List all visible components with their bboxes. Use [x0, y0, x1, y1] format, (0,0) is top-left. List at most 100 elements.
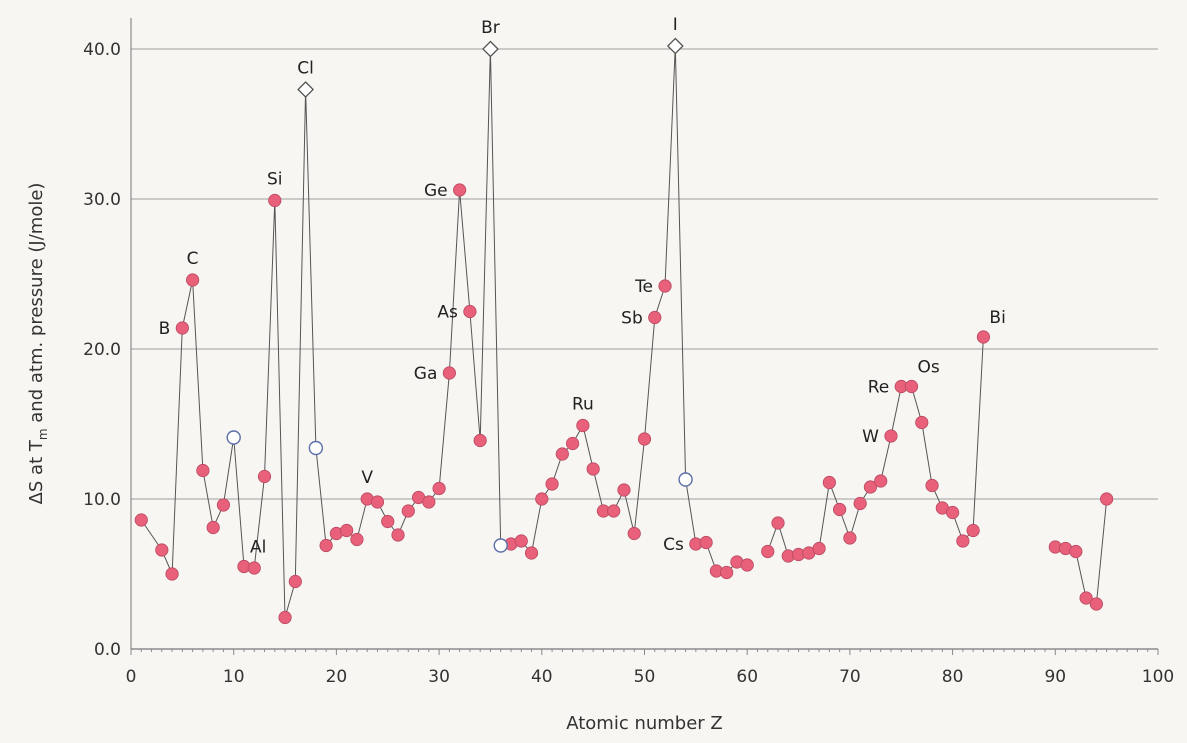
x-tick-label-90: 90 [1044, 667, 1066, 687]
data-point-z69 [833, 502, 847, 517]
open-diamond-z17 [297, 81, 315, 98]
data-point-z77 [915, 415, 929, 430]
data-point-z15 [278, 610, 292, 625]
data-point-z73 [874, 474, 888, 488]
element-label-ru: Ru [572, 395, 594, 415]
element-label-b: B [159, 319, 171, 339]
data-point-z30 [432, 481, 446, 496]
y-tick-label-30: 30.0 [83, 190, 121, 210]
element-label-te: Te [634, 277, 653, 297]
data-point-z49 [627, 526, 641, 541]
y-tick-label-40: 40.0 [83, 40, 121, 60]
x-tick-label-20: 20 [326, 667, 348, 687]
open-circle-z18 [308, 440, 324, 456]
series-lines [140, 45, 1108, 618]
x-tick-label-70: 70 [839, 667, 861, 687]
y-axis-title-rest: and atm. pressure (J/mole) [26, 183, 47, 429]
data-point-z3 [155, 543, 169, 557]
data-point-z6 [186, 273, 200, 287]
y-axis-title-main: ΔS at T [26, 439, 47, 504]
data-point-z93 [1079, 591, 1093, 605]
x-tick-label-30: 30 [428, 667, 450, 687]
data-point-z1 [134, 513, 148, 527]
x-tick-label-60: 60 [736, 667, 758, 687]
open-circle-z36 [493, 538, 508, 553]
data-point-z5 [175, 321, 189, 335]
data-point-z51 [648, 310, 662, 325]
open-diamond-z53 [666, 37, 684, 55]
element-label-si: Si [267, 170, 283, 190]
y-axis-title-subscript: m [36, 428, 50, 440]
data-point-z78 [925, 478, 939, 493]
data-point-z21 [340, 523, 354, 538]
x-tick-label-80: 80 [942, 667, 964, 687]
element-label-v: V [361, 468, 373, 488]
data-point-z74 [884, 429, 898, 443]
data-point-z44 [576, 418, 590, 433]
data-point-z32 [453, 183, 467, 197]
data-points [134, 37, 1114, 625]
axes [130, 18, 1159, 655]
element-label-br: Br [481, 18, 500, 38]
x-tick-label-10: 10 [223, 667, 245, 687]
data-point-z94 [1089, 597, 1103, 611]
data-point-z52 [658, 279, 672, 293]
element-label-cl: Cl [297, 59, 314, 79]
element-label-al: Al [250, 538, 266, 558]
data-point-z48 [617, 483, 631, 497]
open-diamond-z35 [482, 40, 499, 58]
data-point-z72 [863, 480, 878, 494]
data-point-z40 [535, 492, 549, 506]
data-point-z92 [1069, 544, 1083, 559]
element-labels: B C Al Si Cl V Ga Ge As Br Ru Sb Te I Cs W Re Os Bi [159, 15, 1006, 558]
open-circle-z54 [678, 472, 693, 487]
data-point-z26 [391, 528, 405, 542]
data-point-z31 [442, 366, 456, 380]
element-label-re: Re [868, 378, 890, 398]
element-label-i: I [673, 15, 678, 35]
element-label-w: W [862, 427, 879, 447]
data-point-z60 [740, 558, 754, 572]
element-label-sb: Sb [621, 309, 643, 329]
data-point-z13 [257, 469, 272, 484]
data-point-z45 [586, 462, 600, 476]
data-point-z14 [268, 193, 282, 208]
element-label-bi: Bi [989, 308, 1005, 328]
data-point-z38 [514, 534, 528, 548]
data-point-z83 [976, 330, 991, 344]
x-tick-label-0: 0 [126, 667, 137, 687]
data-point-z67 [812, 541, 826, 556]
data-point-z25 [381, 514, 395, 529]
data-point-z68 [822, 475, 836, 490]
x-tick-label-100: 100 [1142, 667, 1174, 687]
data-point-z19 [319, 538, 333, 553]
data-point-z95 [1100, 492, 1114, 506]
data-point-z7 [196, 463, 210, 478]
data-point-z62 [761, 544, 775, 559]
x-axis-title: Atomic number Z [566, 713, 723, 734]
data-point-z43 [566, 436, 580, 451]
open-circle-z10 [226, 430, 241, 445]
data-point-z80 [945, 505, 960, 520]
data-point-z81 [956, 534, 970, 548]
data-point-z56 [699, 535, 713, 550]
y-axis-title: ΔS at Tm and atm. pressure (J/mole) [26, 183, 50, 505]
data-point-z9 [216, 498, 231, 512]
data-point-z4 [165, 567, 179, 581]
data-point-z41 [545, 477, 559, 491]
data-point-z12 [247, 561, 261, 575]
data-point-z33 [463, 304, 477, 319]
data-point-z76 [904, 379, 919, 394]
element-label-ga: Ga [414, 364, 438, 384]
data-point-z82 [966, 523, 980, 538]
gridlines [131, 48, 1158, 500]
data-point-z71 [853, 496, 867, 511]
x-tick-label-40: 40 [531, 667, 553, 687]
data-point-z27 [401, 504, 415, 518]
data-point-z70 [843, 531, 857, 545]
element-label-os: Os [918, 358, 940, 378]
data-point-z8 [206, 520, 220, 535]
series-line-1 [140, 45, 748, 618]
data-point-z29 [422, 495, 436, 509]
